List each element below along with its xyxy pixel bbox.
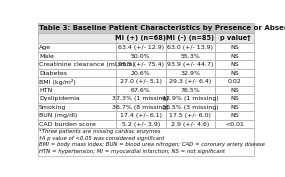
Text: 55.3%: 55.3% [181, 54, 200, 59]
Text: NS: NS [231, 45, 239, 50]
Bar [215, 120, 254, 129]
Bar [38, 52, 116, 60]
Bar [166, 112, 215, 120]
Bar [38, 129, 254, 156]
Text: Smoking: Smoking [39, 105, 66, 110]
Text: NS: NS [231, 88, 239, 93]
Text: 95.5 (+/- 75.4): 95.5 (+/- 75.4) [118, 62, 164, 67]
Bar [215, 52, 254, 60]
Text: Diabetes: Diabetes [39, 71, 67, 76]
Text: NS: NS [231, 54, 239, 59]
Bar [116, 86, 166, 94]
Bar [116, 77, 166, 86]
Bar [215, 103, 254, 112]
Bar [38, 120, 116, 129]
Bar [215, 86, 254, 94]
Bar [215, 112, 254, 120]
Text: 67.6%: 67.6% [131, 88, 150, 93]
Bar [166, 52, 215, 60]
Text: NS: NS [231, 62, 239, 67]
Bar [38, 103, 116, 112]
Bar [38, 69, 116, 77]
Text: p value†: p value† [219, 35, 250, 41]
Text: NS: NS [231, 96, 239, 101]
Text: Creatinine clearance (mL/min): Creatinine clearance (mL/min) [39, 62, 135, 67]
Text: BMI = body mass index; BUN = blood urea nitrogen; CAD = coronary artery disease: BMI = body mass index; BUN = blood urea … [39, 142, 265, 147]
Text: 0.02: 0.02 [228, 79, 242, 84]
Text: NS: NS [231, 105, 239, 110]
Text: BUN (mg/dl): BUN (mg/dl) [39, 113, 77, 118]
Text: HTN = hypertension; MI = myocardial infarction; NS = not significant: HTN = hypertension; MI = myocardial infa… [39, 149, 225, 154]
Text: 20.6%: 20.6% [131, 71, 150, 76]
Bar [166, 60, 215, 69]
Bar [116, 69, 166, 77]
Text: 93.9 (+/- 44.7): 93.9 (+/- 44.7) [167, 62, 214, 67]
Text: NS: NS [231, 71, 239, 76]
Text: Age: Age [39, 45, 51, 50]
Bar [215, 33, 254, 43]
Bar [116, 43, 166, 52]
Bar [38, 112, 116, 120]
Bar [116, 103, 166, 112]
Text: 63.4 (+/- 12.9): 63.4 (+/- 12.9) [118, 45, 164, 50]
Bar [116, 52, 166, 60]
Bar [166, 43, 215, 52]
Text: 29.3 (+/- 6.4): 29.3 (+/- 6.4) [169, 79, 211, 84]
Bar [166, 86, 215, 94]
Bar [116, 60, 166, 69]
Bar [38, 86, 116, 94]
Bar [166, 120, 215, 129]
Text: Table 3: Baseline Patient Characteristics by Presence or Absence of MI*: Table 3: Baseline Patient Characteristic… [39, 25, 285, 31]
Text: HTN: HTN [39, 88, 52, 93]
Text: Dyslipidemia: Dyslipidemia [39, 96, 80, 101]
Bar [38, 77, 116, 86]
Bar [215, 94, 254, 103]
Text: †A p value of <0.05 was considered significant: †A p value of <0.05 was considered signi… [39, 136, 164, 141]
Text: 63.0 (+/- 13.9): 63.0 (+/- 13.9) [167, 45, 213, 50]
Text: 32.9%: 32.9% [180, 71, 200, 76]
Text: 76.5%: 76.5% [181, 88, 200, 93]
Text: <0.01: <0.01 [225, 122, 244, 127]
Text: 50.0%: 50.0% [131, 54, 150, 59]
Text: 42.9% (1 missing): 42.9% (1 missing) [162, 96, 219, 101]
Text: MI (+) (n=68): MI (+) (n=68) [115, 35, 166, 41]
Text: CAD burden score: CAD burden score [39, 122, 96, 127]
Text: 17.4 (+/- 6.1): 17.4 (+/- 6.1) [120, 113, 162, 118]
Bar [38, 33, 116, 43]
Text: BMI (kg/m²): BMI (kg/m²) [39, 79, 76, 85]
Bar [166, 33, 215, 43]
Bar [215, 60, 254, 69]
Text: 5.2 (+/- 3.9): 5.2 (+/- 3.9) [121, 122, 160, 127]
Bar [38, 94, 116, 103]
Bar [38, 60, 116, 69]
Text: 37.3% (1 missing): 37.3% (1 missing) [112, 96, 169, 101]
Bar [166, 77, 215, 86]
Bar [116, 120, 166, 129]
Bar [166, 94, 215, 103]
Bar [116, 33, 166, 43]
Bar [38, 43, 116, 52]
Bar [116, 112, 166, 120]
Text: NS: NS [231, 113, 239, 118]
Text: 36.7% (8 missing): 36.7% (8 missing) [112, 105, 169, 110]
Bar [38, 23, 254, 33]
Bar [215, 69, 254, 77]
Text: Male: Male [39, 54, 54, 59]
Text: 30.5% (3 missing): 30.5% (3 missing) [162, 105, 219, 110]
Text: 27.0 (+/- 5.1): 27.0 (+/- 5.1) [120, 79, 162, 84]
Bar [166, 103, 215, 112]
Text: 17.5 (+/- 6.0): 17.5 (+/- 6.0) [170, 113, 211, 118]
Bar [215, 43, 254, 52]
Bar [215, 77, 254, 86]
Text: MI (-) (n=85): MI (-) (n=85) [166, 35, 215, 41]
Bar [116, 94, 166, 103]
Text: 2.9 (+/- 4.6): 2.9 (+/- 4.6) [171, 122, 209, 127]
Bar [166, 69, 215, 77]
Text: *Three patients are missing cardiac enzymes: *Three patients are missing cardiac enzy… [39, 129, 160, 134]
